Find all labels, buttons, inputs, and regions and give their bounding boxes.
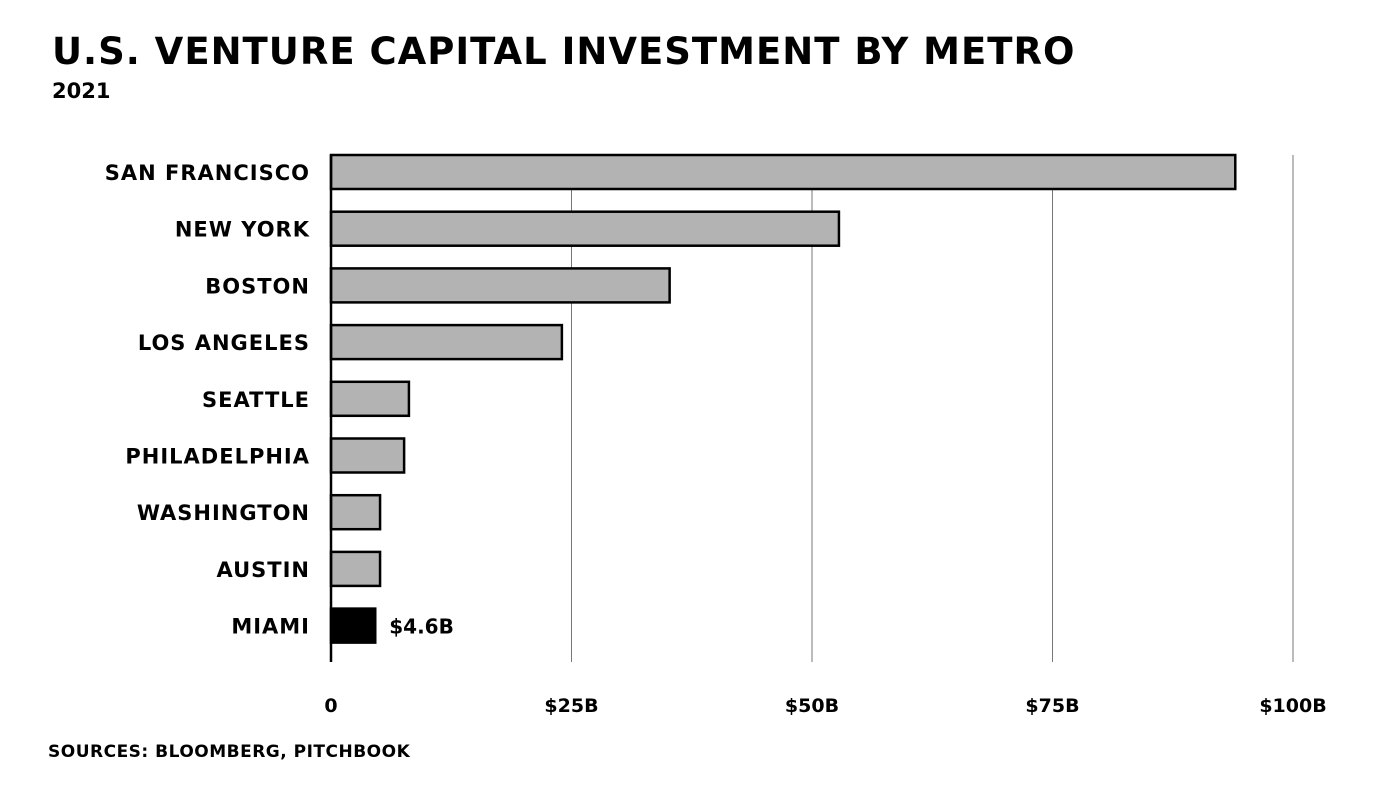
category-label: LOS ANGELES xyxy=(138,331,310,355)
sources-note: Sources: Bloomberg, Pitchbook xyxy=(48,742,411,762)
category-label: SEATTLE xyxy=(202,388,310,412)
x-tick-label: $100B xyxy=(1259,695,1326,717)
category-label: SAN FRANCISCO xyxy=(105,161,310,185)
bar xyxy=(329,437,406,474)
labels: 0 $25B $50B $75B $100B SAN FRANCISCO NEW YORK B… xyxy=(105,161,1327,717)
category-label: PHILADELPHIA xyxy=(125,445,310,469)
category-label: NEW YORK xyxy=(175,218,310,242)
bar xyxy=(329,550,382,588)
chart-subtitle: 2021 xyxy=(52,79,111,103)
x-tick-label: $75B xyxy=(1025,695,1079,717)
category-label: MIAMI xyxy=(231,615,310,639)
bar xyxy=(329,607,377,644)
bar xyxy=(329,153,1237,191)
x-tick-label: $25B xyxy=(544,695,598,717)
bars xyxy=(329,153,1237,644)
chart-title: U.S. Venture Capital Investment by Metro xyxy=(52,30,1076,73)
bar xyxy=(329,493,382,531)
data-label: $4.6B xyxy=(389,615,454,639)
category-label: WASHINGTON xyxy=(137,501,310,525)
x-tick-label: 0 xyxy=(324,695,337,717)
bar xyxy=(329,267,671,304)
category-label: BOSTON xyxy=(205,274,310,298)
category-label: AUSTIN xyxy=(217,558,311,582)
x-tick-label: $50B xyxy=(785,695,839,717)
bar xyxy=(329,323,564,361)
bar xyxy=(329,210,841,247)
bar xyxy=(329,380,411,418)
